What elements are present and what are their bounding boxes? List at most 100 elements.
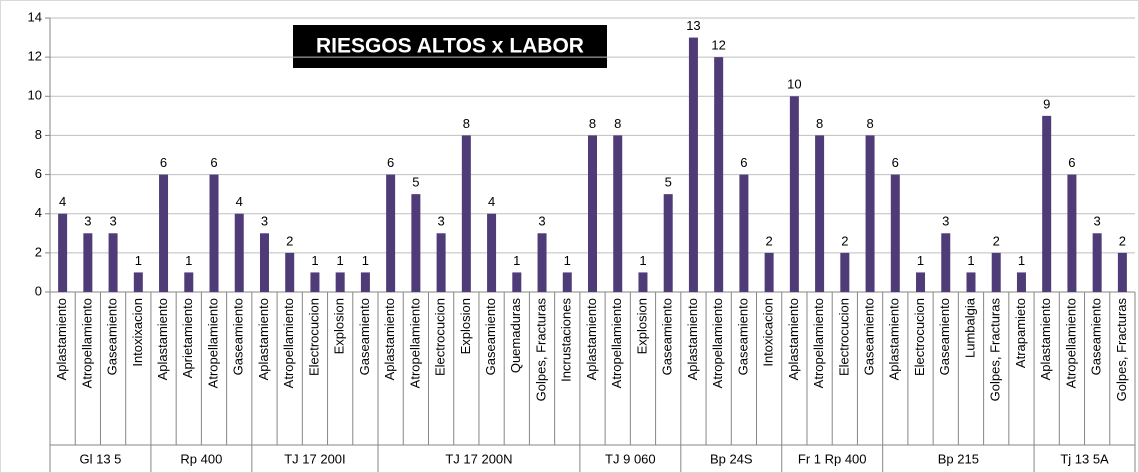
bar (739, 174, 749, 292)
bar (487, 213, 497, 292)
bar (184, 272, 194, 292)
x-tick-label: Aplastamiento (887, 298, 902, 380)
x-tick-label: Atropellamiento (710, 298, 725, 388)
bar (865, 135, 875, 292)
chart-title: RIESGOS ALTOS x LABOR (316, 35, 584, 58)
bar (133, 272, 143, 292)
x-tick-label: Intoxicacion (761, 298, 776, 367)
x-tick-label: Aplastamiento (786, 298, 801, 380)
group-label: TJ 17 200N (445, 451, 512, 466)
x-tick-label: Atropellamiento (281, 298, 296, 388)
data-label: 3 (942, 214, 949, 229)
data-label: 1 (513, 253, 520, 268)
data-label: 4 (488, 194, 495, 209)
bar (386, 174, 396, 292)
y-tick-label: 4 (35, 205, 42, 220)
group-label: Fr 1 Rp 400 (798, 451, 867, 466)
x-tick-label: Intoxixacion (130, 298, 145, 367)
bar (916, 272, 926, 292)
data-label: 1 (564, 253, 571, 268)
data-label: 4 (236, 194, 243, 209)
bar (815, 135, 825, 292)
data-label: 1 (135, 253, 142, 268)
data-label: 1 (311, 253, 318, 268)
bar (259, 233, 269, 292)
x-tick-label: Quemaduras (508, 298, 523, 374)
data-label: 3 (538, 214, 545, 229)
bar (714, 57, 724, 293)
x-tick-label: Gaseamiento (105, 298, 120, 375)
x-tick-label: Electrocucion (433, 298, 448, 376)
x-tick-label: Atropellamiento (811, 298, 826, 388)
data-label: 9 (1043, 96, 1050, 111)
bar (285, 252, 295, 292)
x-tick-label: Aplastamiento (54, 298, 69, 380)
x-tick-label: Aplastamiento (382, 298, 397, 380)
x-tick-label: Atropellamiento (79, 298, 94, 388)
x-tick-label: Aplastamiento (1038, 298, 1053, 380)
data-label: 1 (917, 253, 924, 268)
bar (461, 135, 471, 292)
group-label: Bp 215 (938, 451, 979, 466)
x-tick-label: Golpes, Fracturas (533, 298, 548, 402)
x-tick-label: Gaseamiento (1089, 298, 1104, 375)
group-label: TJ 9 060 (605, 451, 656, 466)
group-label: Bp 24S (710, 451, 753, 466)
x-tick-label: Incrustaciones (559, 298, 574, 382)
bar (209, 174, 219, 292)
data-label: 6 (210, 155, 217, 170)
x-tick-label: Atrapamieto (1013, 298, 1028, 368)
title-box (293, 25, 607, 68)
x-tick-label: Explosion (332, 298, 347, 354)
data-label: 3 (437, 214, 444, 229)
bar (335, 272, 345, 292)
bar (1067, 174, 1077, 292)
data-label: 4 (59, 194, 66, 209)
x-tick-label: Atropellamiento (1063, 298, 1078, 388)
bar (663, 194, 673, 292)
data-label: 6 (160, 155, 167, 170)
x-tick-label: Golpes, Fracturas (988, 298, 1003, 402)
bar (941, 233, 951, 292)
bar (310, 272, 320, 292)
group-label: Rp 400 (180, 451, 222, 466)
bar (234, 213, 244, 292)
data-label: 8 (866, 116, 873, 131)
data-label: 5 (412, 175, 419, 190)
x-tick-label: Atropellamiento (205, 298, 220, 388)
bar (512, 272, 522, 292)
x-tick-label: Gaseamiento (861, 298, 876, 375)
bar (789, 96, 799, 293)
bar (1092, 233, 1102, 292)
data-label: 3 (1094, 214, 1101, 229)
y-tick-label: 0 (35, 283, 42, 298)
data-label: 10 (787, 77, 801, 92)
y-tick-label: 14 (28, 9, 42, 24)
data-label: 1 (362, 253, 369, 268)
x-tick-label: Lumbalgia (962, 297, 977, 358)
data-label: 6 (387, 155, 394, 170)
bar (562, 272, 572, 292)
bar (991, 252, 1001, 292)
group-label: Gl 13 5 (80, 451, 122, 466)
bar (159, 174, 169, 292)
data-label: 2 (1119, 233, 1126, 248)
data-label: 8 (816, 116, 823, 131)
data-label: 3 (109, 214, 116, 229)
data-label: 12 (711, 38, 725, 53)
data-label: 8 (589, 116, 596, 131)
bar (411, 194, 421, 292)
bar (436, 233, 446, 292)
bar (360, 272, 370, 292)
bar (840, 252, 850, 292)
data-label: 2 (286, 233, 293, 248)
bar (1042, 115, 1052, 292)
data-label: 6 (740, 155, 747, 170)
x-tick-label: Gaseamiento (660, 298, 675, 375)
x-tick-label: Aplastamiento (584, 298, 599, 380)
bar (638, 272, 648, 292)
data-label: 1 (1018, 253, 1025, 268)
x-tick-label: Gaseamiento (735, 298, 750, 375)
x-tick-label: Electrocucion (912, 298, 927, 376)
